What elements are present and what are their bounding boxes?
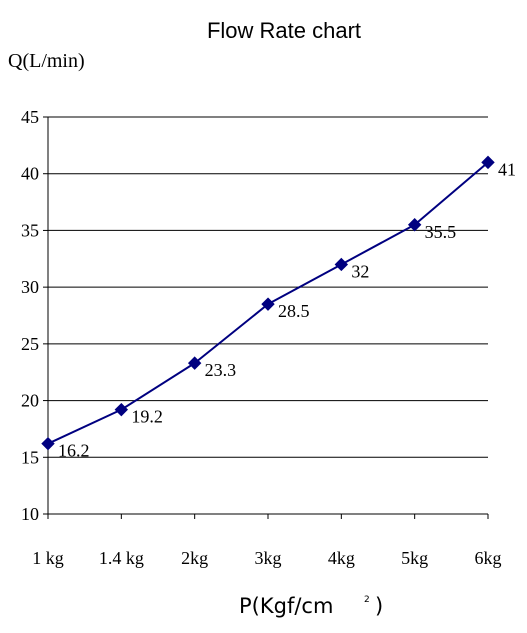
axes: [43, 116, 489, 519]
y-tick-label: 45: [21, 107, 39, 127]
y-tick-label: 40: [21, 164, 39, 184]
data-point-marker: [261, 297, 275, 311]
data-point-marker: [334, 257, 349, 272]
y-tick-label: 15: [21, 447, 39, 467]
x-tick-label: 6kg: [475, 548, 502, 568]
y-tick-label: 10: [21, 504, 39, 524]
y-tick-labels: 10 15 20 25 30 35 40 45: [21, 107, 39, 524]
x-tick-label: 3kg: [255, 548, 282, 568]
chart-title: Flow Rate chart: [207, 18, 361, 43]
y-tick-label: 30: [21, 277, 39, 297]
y-axis-label: Q(L/min): [8, 50, 85, 72]
x-tick-labels: 1 kg 1.4 kg 2kg 3kg 4kg 5kg 6kg: [32, 548, 501, 568]
y-tick-label: 35: [21, 220, 39, 240]
data-point-marker: [41, 436, 55, 451]
data-markers: [41, 155, 495, 451]
x-tick-label: 1.4 kg: [99, 548, 144, 568]
data-label: 19.2: [131, 407, 163, 427]
x-axis-label-group: P(Kgf/cm 2 ): [239, 594, 383, 618]
data-label: 35.5: [425, 222, 457, 242]
data-label: 23.3: [205, 360, 237, 380]
x-tick-label: 1 kg: [32, 548, 64, 568]
y-tick-label: 25: [21, 334, 39, 354]
data-label: 28.5: [278, 301, 310, 321]
data-point-marker: [481, 155, 495, 170]
data-label: 16.2: [58, 441, 90, 461]
x-axis-label-suffix: ): [375, 594, 383, 618]
data-point-marker: [114, 402, 129, 417]
data-labels: 16.2 19.2 23.3 28.5 32 35.5 41: [58, 159, 516, 460]
x-tick-label: 2kg: [181, 548, 208, 568]
x-axis-label: P(Kgf/cm: [239, 594, 333, 618]
x-tick-label: 5kg: [401, 548, 428, 568]
gridlines: [48, 116, 488, 458]
data-point-marker: [407, 218, 422, 232]
x-tick-label: 4kg: [328, 548, 355, 568]
x-axis-label-superscript: 2: [364, 595, 370, 605]
y-tick-label: 20: [21, 391, 39, 411]
data-point-marker: [187, 356, 202, 370]
data-label: 41: [498, 159, 516, 179]
data-label: 32: [351, 261, 369, 281]
